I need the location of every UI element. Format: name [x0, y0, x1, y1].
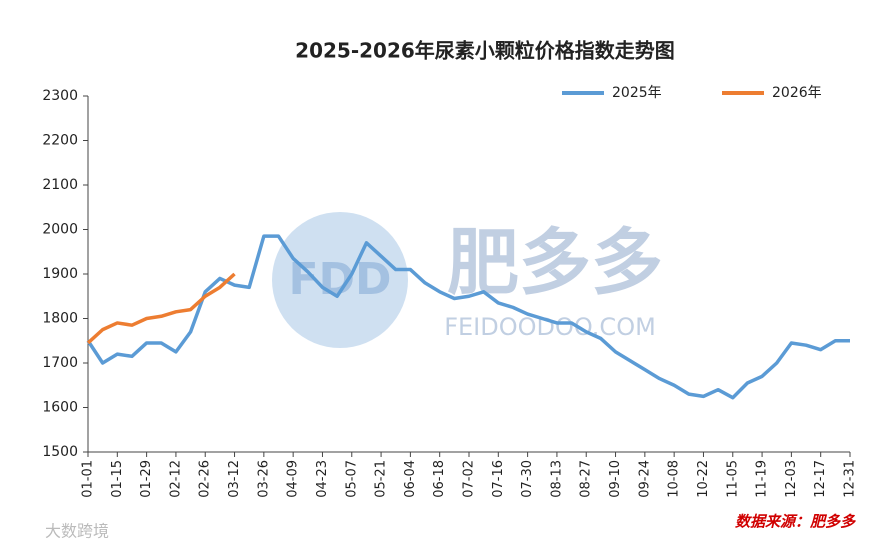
x-tick-label: 08-13: [549, 460, 564, 498]
legend-label: 2025年: [612, 85, 662, 101]
x-tick-label: 01-01: [81, 460, 96, 498]
x-tick-label: 06-18: [432, 460, 447, 498]
watermark-logo-text: FDD: [288, 254, 391, 305]
x-tick-label: 07-16: [491, 460, 506, 498]
x-tick-label: 04-09: [286, 460, 301, 498]
chart-title: 2025-2026年尿素小颗粒价格指数走势图: [295, 39, 675, 63]
x-tick-label: 12-31: [843, 460, 858, 498]
x-tick-label: 07-30: [520, 460, 535, 498]
y-tick-label: 2300: [42, 88, 78, 104]
watermark: FDD 肥多多 FEIDOODOO.COM: [272, 212, 663, 348]
x-tick-label: 07-02: [462, 460, 477, 498]
y-tick-label: 1500: [42, 444, 78, 460]
watermark-logo: [272, 212, 408, 348]
y-tick-label: 2100: [42, 177, 78, 193]
y-tick-label: 2000: [42, 222, 78, 238]
x-tick-label: 03-12: [227, 460, 242, 498]
x-tick-label: 04-23: [315, 460, 330, 498]
x-tick-label: 12-03: [784, 460, 799, 498]
x-tick-label: 05-21: [374, 460, 389, 498]
y-tick-label: 1600: [42, 400, 78, 416]
legend-label: 2026年: [772, 85, 822, 101]
x-tick-label: 05-07: [344, 460, 359, 498]
x-tick-label: 02-26: [198, 460, 213, 498]
x-tick-label: 03-26: [256, 460, 271, 498]
x-tick-label: 10-22: [696, 460, 711, 498]
x-tick-label: 12-17: [813, 460, 828, 498]
line: [86, 234, 850, 400]
y-tick-label: 2200: [42, 133, 78, 149]
x-tick-label: 11-05: [725, 460, 740, 498]
corner-watermark: 大数跨境: [45, 522, 109, 541]
y-tick-label: 1800: [42, 311, 78, 327]
y-tick-label: 1700: [42, 355, 78, 371]
x-tick-label: 09-24: [637, 460, 652, 498]
x-tick-label: 10-08: [667, 460, 682, 498]
watermark-url: FEIDOODOO.COM: [444, 313, 656, 341]
x-tick-label: 06-04: [403, 460, 418, 498]
x-tick-label: 01-15: [110, 460, 125, 498]
x-tick-label: 09-10: [608, 460, 623, 498]
line: [86, 272, 236, 345]
y-tick-label: 1900: [42, 266, 78, 282]
x-tick-label: 11-19: [755, 460, 770, 498]
x-tick-label: 08-27: [579, 460, 594, 498]
source: 数据来源：肥多多: [735, 513, 856, 531]
x-tick-label: 01-29: [139, 460, 154, 498]
x-tick-label: 02-12: [168, 460, 183, 498]
